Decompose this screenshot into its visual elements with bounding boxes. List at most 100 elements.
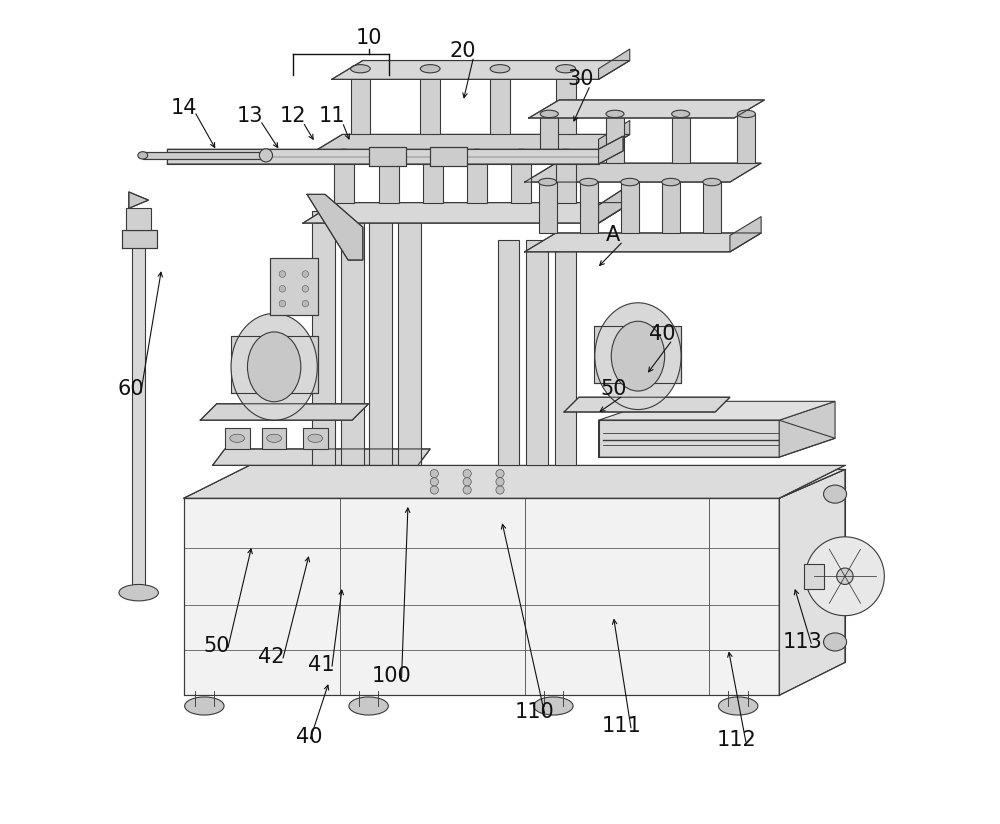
Ellipse shape: [119, 584, 158, 601]
Polygon shape: [779, 401, 835, 457]
Polygon shape: [122, 230, 157, 248]
Bar: [526, 240, 548, 466]
Circle shape: [279, 286, 286, 292]
Polygon shape: [129, 192, 149, 208]
Bar: [621, 182, 639, 233]
Ellipse shape: [662, 178, 680, 185]
Bar: [420, 68, 440, 134]
Bar: [379, 153, 399, 203]
Ellipse shape: [539, 178, 557, 185]
Bar: [555, 240, 576, 466]
Ellipse shape: [379, 149, 399, 157]
Ellipse shape: [230, 434, 245, 442]
Text: 20: 20: [450, 40, 476, 61]
Bar: [662, 182, 680, 233]
Ellipse shape: [737, 110, 755, 118]
Bar: [580, 182, 598, 233]
Polygon shape: [525, 163, 761, 182]
Ellipse shape: [672, 110, 690, 118]
Polygon shape: [184, 466, 845, 499]
Text: 41: 41: [308, 655, 334, 675]
Polygon shape: [599, 136, 623, 164]
Bar: [369, 211, 392, 466]
Circle shape: [463, 478, 471, 486]
Bar: [556, 68, 576, 134]
Bar: [225, 428, 250, 449]
Circle shape: [430, 470, 438, 478]
Polygon shape: [270, 258, 318, 315]
Circle shape: [430, 478, 438, 486]
Bar: [341, 211, 364, 466]
Ellipse shape: [556, 64, 576, 73]
Bar: [606, 114, 624, 163]
Text: 112: 112: [717, 731, 756, 751]
Circle shape: [463, 470, 471, 478]
Polygon shape: [599, 401, 835, 420]
Text: A: A: [606, 226, 620, 246]
Circle shape: [805, 536, 884, 616]
Ellipse shape: [351, 64, 370, 73]
Circle shape: [302, 300, 309, 307]
Text: 110: 110: [515, 702, 554, 722]
Circle shape: [496, 478, 504, 486]
Bar: [539, 182, 557, 233]
Bar: [737, 114, 755, 163]
Circle shape: [837, 568, 853, 584]
Polygon shape: [231, 335, 318, 393]
Bar: [703, 182, 721, 233]
Polygon shape: [332, 60, 630, 79]
Ellipse shape: [511, 149, 531, 157]
Ellipse shape: [185, 697, 224, 715]
Polygon shape: [311, 134, 630, 153]
Ellipse shape: [534, 697, 573, 715]
Ellipse shape: [621, 178, 639, 185]
Polygon shape: [200, 404, 369, 420]
Text: 42: 42: [258, 647, 285, 667]
Circle shape: [259, 149, 273, 162]
Ellipse shape: [490, 64, 510, 73]
Text: 12: 12: [280, 106, 306, 126]
Bar: [672, 114, 690, 163]
Text: 30: 30: [567, 69, 594, 90]
Polygon shape: [126, 208, 151, 230]
Ellipse shape: [606, 110, 624, 118]
Text: 10: 10: [355, 28, 382, 49]
Bar: [804, 564, 824, 588]
Ellipse shape: [420, 64, 440, 73]
Circle shape: [496, 486, 504, 494]
Ellipse shape: [718, 697, 758, 715]
Polygon shape: [184, 470, 845, 499]
Ellipse shape: [611, 321, 665, 391]
Bar: [262, 428, 286, 449]
Ellipse shape: [595, 302, 681, 410]
Polygon shape: [184, 499, 779, 695]
Ellipse shape: [824, 485, 847, 503]
Text: 50: 50: [203, 636, 230, 656]
Bar: [467, 153, 487, 203]
Ellipse shape: [231, 313, 317, 420]
Bar: [398, 211, 421, 466]
Ellipse shape: [556, 149, 576, 157]
Polygon shape: [143, 152, 266, 159]
Bar: [556, 153, 576, 203]
Polygon shape: [529, 100, 764, 118]
Text: 113: 113: [782, 632, 822, 652]
Circle shape: [302, 271, 309, 278]
Polygon shape: [369, 147, 406, 166]
Polygon shape: [307, 194, 363, 260]
Text: 40: 40: [649, 324, 676, 344]
Bar: [334, 153, 354, 203]
Polygon shape: [430, 147, 467, 166]
Circle shape: [496, 470, 504, 478]
Ellipse shape: [247, 332, 301, 402]
Ellipse shape: [580, 178, 598, 185]
Bar: [498, 240, 519, 466]
Bar: [511, 153, 531, 203]
Bar: [351, 68, 370, 134]
Ellipse shape: [267, 434, 282, 442]
Text: 40: 40: [296, 728, 323, 747]
Bar: [490, 68, 510, 134]
Text: 14: 14: [171, 98, 197, 118]
Circle shape: [302, 286, 309, 292]
Ellipse shape: [334, 149, 354, 157]
